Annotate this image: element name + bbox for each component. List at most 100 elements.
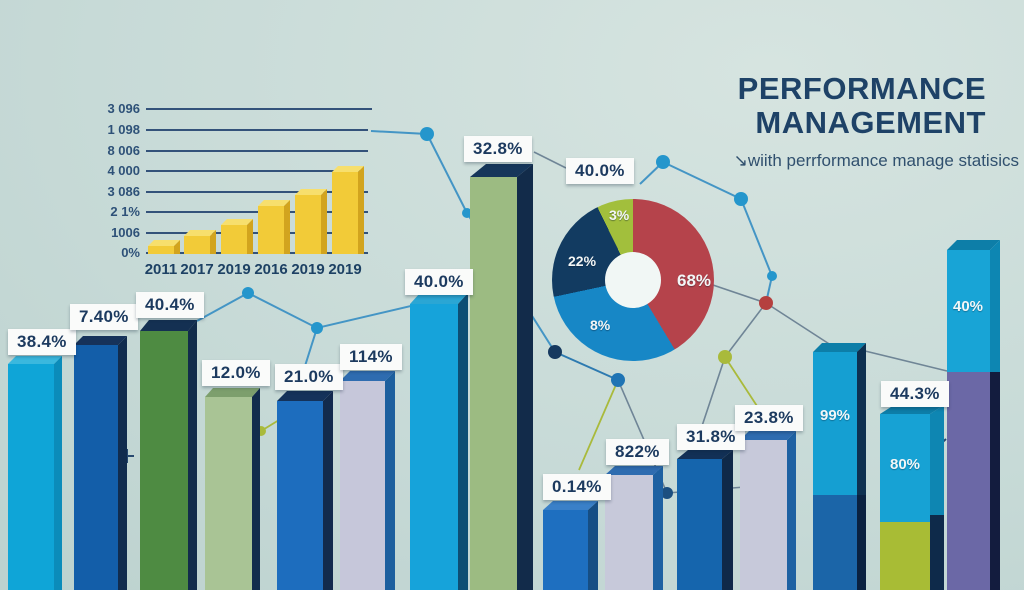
bar-column-5 — [277, 391, 333, 590]
bar-top-face — [74, 336, 127, 345]
gridline — [146, 150, 368, 152]
y-axis-tick: 3 096 — [107, 101, 140, 116]
gridline — [146, 129, 368, 131]
bar-side-face — [517, 164, 533, 590]
bar-top-face — [410, 293, 468, 304]
bar-top-face — [605, 466, 663, 475]
bar-front-face — [148, 246, 174, 254]
donut-chart: 68% 8% 22% 3% — [552, 199, 714, 361]
bar-side-face — [385, 371, 395, 590]
bar-front-face — [221, 225, 247, 254]
mini-bar — [332, 166, 364, 254]
y-axis-tick: 8 006 — [107, 143, 140, 158]
x-axis-tick: 2019 — [217, 261, 251, 278]
y-axis-tick: 2 1% — [110, 204, 140, 219]
bar-front-face — [677, 459, 722, 590]
bar-side-face — [588, 501, 598, 590]
bar-side-face — [323, 391, 333, 590]
bar-side-face — [247, 219, 253, 254]
bar-top-face — [148, 240, 180, 246]
bar-front-face — [277, 401, 323, 590]
value-label: 0.14% — [543, 474, 611, 500]
y-axis-tick: 1006 — [111, 225, 140, 240]
mini-bar — [221, 219, 253, 254]
donut-slice-label: 8% — [590, 317, 611, 333]
title-line2: MANAGEMENT — [755, 105, 986, 141]
y-axis-tick: 4 000 — [107, 163, 140, 178]
bar-column-10 — [605, 466, 663, 590]
donut-slice-label: 22% — [568, 253, 597, 269]
bar-front-face — [813, 352, 857, 590]
bar-side-face — [787, 431, 796, 590]
bar-top-face — [947, 240, 1000, 250]
value-label: 31.8% — [677, 424, 745, 450]
mini-bar — [148, 240, 180, 254]
y-axis-tick: 0% — [121, 245, 140, 260]
bar-front-face — [543, 510, 588, 590]
bar-top-face — [880, 405, 944, 414]
page-subtitle: ↘wiith perrformance manage statisics — [734, 151, 1019, 171]
mini-bar — [258, 200, 290, 254]
value-label: 7.40% — [70, 304, 138, 330]
donut-callout-label: 40.0% — [566, 158, 634, 184]
bar-column-6 — [340, 371, 395, 590]
in-bar-label: 40% — [953, 298, 984, 315]
title-line1: PERFORMANCE — [737, 71, 986, 106]
bar-column-4 — [205, 388, 260, 590]
gridline — [146, 170, 360, 172]
value-label: 44.3% — [881, 381, 949, 407]
bar-front-face — [410, 304, 458, 590]
bar-top-face — [543, 501, 598, 510]
bar-side-face — [722, 450, 733, 590]
bar-front-face — [295, 195, 321, 254]
bar-top-face — [140, 320, 197, 331]
bar-side-face — [284, 200, 290, 254]
value-label: 23.8% — [735, 405, 803, 431]
gridline — [146, 252, 368, 254]
donut-hole — [605, 252, 661, 308]
in-bar-label: 80% — [890, 456, 921, 473]
value-label: 40.4% — [136, 292, 204, 318]
bar-front-face — [340, 381, 385, 590]
bar-side-face — [358, 166, 364, 254]
y-axis-tick: 3 086 — [107, 184, 140, 199]
bar-column-11 — [677, 450, 733, 590]
y-axis-tick: 1 098 — [107, 122, 140, 137]
donut-slice-label: 3% — [609, 207, 630, 223]
bar-front-face — [205, 397, 252, 590]
bar-top-face — [470, 164, 533, 177]
bar-side-face — [990, 240, 1000, 590]
bar-column-13-stacked — [813, 343, 866, 590]
bar-side-face — [188, 320, 197, 590]
bar-front-face — [880, 414, 930, 590]
x-axis-tick: 2011 — [144, 261, 178, 278]
bar-top-face — [340, 371, 395, 381]
network-nodes — [242, 127, 777, 499]
bar-top-face — [813, 343, 866, 352]
bar-front-face — [332, 172, 358, 254]
bar-side-face — [252, 388, 260, 590]
bar-top-face — [205, 388, 260, 397]
x-axis-tick: 2019 — [328, 261, 362, 278]
bar-side-face — [54, 356, 62, 590]
value-label: 40.0% — [405, 269, 473, 295]
bar-side-face — [653, 466, 663, 590]
bar-side-face — [458, 293, 468, 590]
in-bar-label: 99% — [820, 407, 851, 424]
x-axis-tick: 2017 — [180, 261, 214, 278]
bar-top-face — [184, 230, 216, 236]
gridline — [146, 232, 368, 234]
bar-front-face — [184, 236, 210, 254]
value-label: 32.8% — [464, 136, 532, 162]
bar-front-face — [605, 475, 653, 590]
bar-column-3 — [140, 320, 197, 590]
bar-front-face — [470, 177, 517, 590]
bar-front-face — [140, 331, 188, 590]
bar-column-12 — [740, 431, 796, 590]
bar-top-face — [295, 189, 327, 195]
bar-front-face — [74, 345, 118, 590]
bar-column-14-stacked — [880, 405, 944, 590]
bar-top-face — [740, 431, 796, 440]
mini-bar — [184, 230, 216, 254]
